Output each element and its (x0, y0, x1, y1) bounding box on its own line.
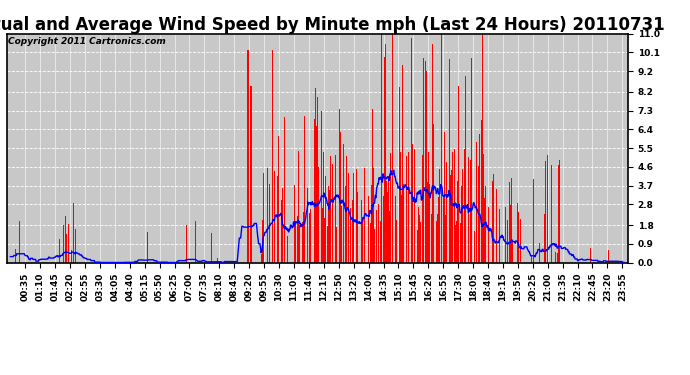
Title: Actual and Average Wind Speed by Minute mph (Last 24 Hours) 20110731: Actual and Average Wind Speed by Minute … (0, 16, 664, 34)
Text: Copyright 2011 Cartronics.com: Copyright 2011 Cartronics.com (8, 37, 166, 46)
